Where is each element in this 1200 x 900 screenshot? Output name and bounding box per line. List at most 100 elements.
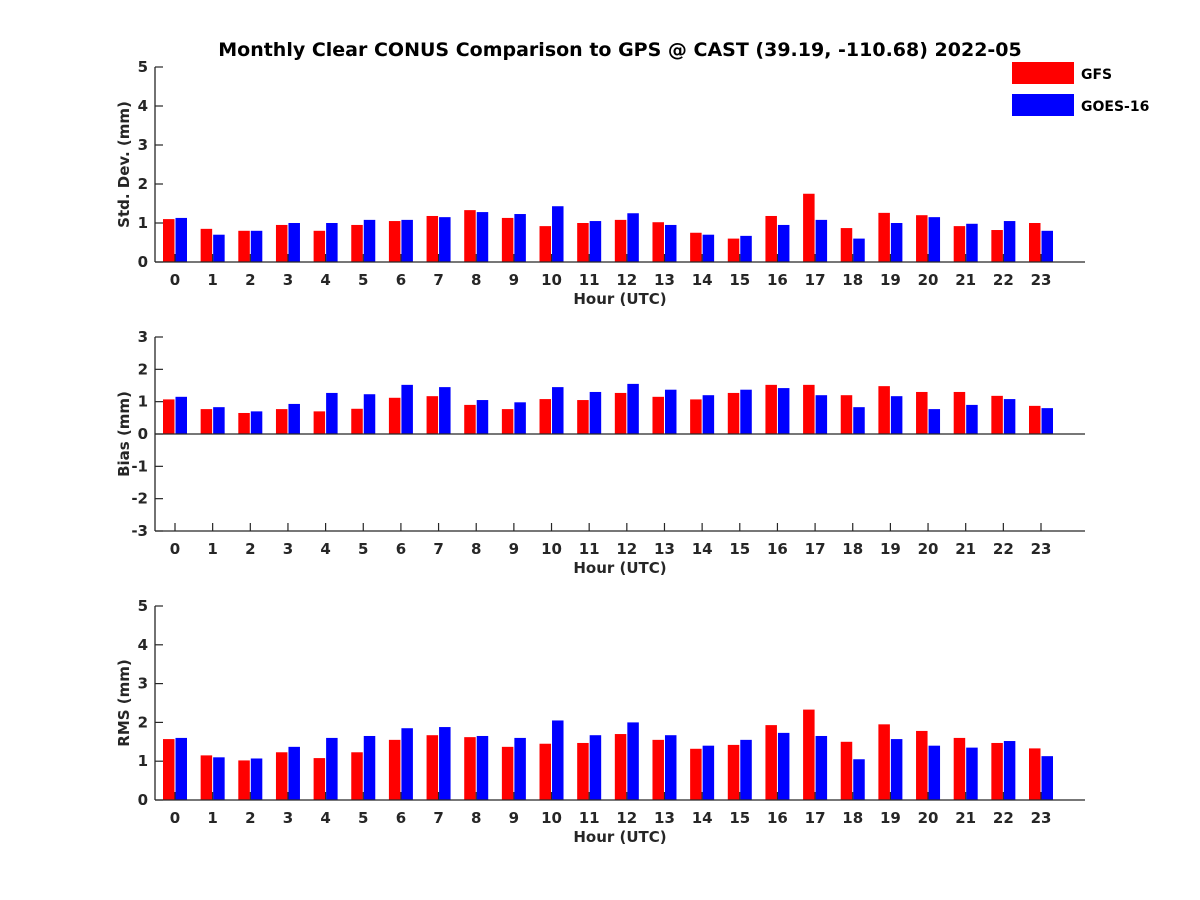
x-tick-label: 1 bbox=[207, 540, 217, 558]
bar-goes16-hour-5 bbox=[363, 219, 376, 262]
bar-goes16-hour-8 bbox=[476, 735, 489, 800]
bar-gfs-hour-12 bbox=[614, 392, 627, 434]
bar-gfs-hour-8 bbox=[464, 210, 476, 262]
x-tick-label: 5 bbox=[358, 271, 368, 289]
bar-goes16-hour-8 bbox=[476, 400, 489, 434]
bar-goes16-hour-16 bbox=[777, 732, 790, 800]
x-tick-label: 15 bbox=[729, 809, 750, 827]
legend-swatch-gfs bbox=[1012, 62, 1074, 84]
bar-gfs-hour-11 bbox=[577, 223, 589, 262]
bar-goes16-hour-13 bbox=[664, 735, 677, 800]
bar-gfs-hour-16 bbox=[765, 215, 777, 262]
x-tick-label: 20 bbox=[918, 809, 939, 827]
bar-gfs-hour-10 bbox=[539, 399, 552, 434]
y-tick-label: 1 bbox=[138, 393, 148, 411]
bar-gfs-hour-16 bbox=[765, 725, 777, 800]
bar-gfs-hour-0 bbox=[163, 219, 175, 262]
x-tick-label: 15 bbox=[729, 271, 750, 289]
bar-gfs-hour-1 bbox=[200, 755, 213, 800]
x-tick-label: 19 bbox=[880, 271, 901, 289]
bar-goes16-hour-10 bbox=[552, 720, 564, 800]
bar-goes16-hour-20 bbox=[928, 409, 941, 434]
bar-gfs-hour-19 bbox=[878, 386, 890, 434]
x-tick-label: 6 bbox=[396, 540, 406, 558]
bar-goes16-hour-18 bbox=[853, 407, 865, 434]
bar-goes16-hour-12 bbox=[627, 383, 639, 434]
bar-goes16-hour-19 bbox=[890, 739, 903, 800]
x-tick-label: 11 bbox=[579, 271, 600, 289]
x-tick-label: 2 bbox=[245, 271, 255, 289]
y-tick-label: 0 bbox=[138, 253, 148, 271]
bar-goes16-hour-3 bbox=[288, 403, 300, 434]
bar-gfs-hour-9 bbox=[501, 409, 514, 434]
bar-gfs-hour-3 bbox=[275, 409, 288, 434]
y-tick-label: 2 bbox=[138, 175, 148, 193]
x-tick-label: 0 bbox=[170, 540, 180, 558]
x-tick-label: 11 bbox=[579, 809, 600, 827]
bar-gfs-hour-22 bbox=[991, 395, 1003, 434]
bar-goes16-hour-23 bbox=[1041, 230, 1053, 262]
bar-goes16-hour-22 bbox=[1003, 741, 1016, 800]
x-tick-label: 14 bbox=[692, 809, 713, 827]
bar-goes16-hour-16 bbox=[777, 224, 790, 262]
bar-gfs-hour-1 bbox=[200, 228, 213, 262]
x-axis-label: Hour (UTC) bbox=[573, 290, 666, 308]
bar-gfs-hour-21 bbox=[953, 737, 966, 800]
bar-goes16-hour-9 bbox=[514, 737, 526, 800]
bar-goes16-hour-3 bbox=[288, 223, 300, 262]
x-tick-label: 17 bbox=[805, 809, 826, 827]
x-tick-label: 10 bbox=[541, 540, 562, 558]
bar-gfs-hour-2 bbox=[238, 760, 250, 800]
x-tick-label: 13 bbox=[654, 271, 675, 289]
bar-gfs-hour-17 bbox=[803, 384, 815, 434]
y-tick-label: 2 bbox=[138, 360, 148, 378]
x-tick-label: 22 bbox=[993, 271, 1014, 289]
bar-gfs-hour-7 bbox=[426, 215, 439, 262]
y-axis-label: Bias (mm) bbox=[115, 391, 133, 477]
x-tick-label: 23 bbox=[1031, 271, 1052, 289]
x-tick-label: 16 bbox=[767, 271, 788, 289]
bar-gfs-hour-8 bbox=[464, 404, 476, 434]
bar-goes16-hour-19 bbox=[890, 223, 903, 262]
bar-gfs-hour-0 bbox=[163, 739, 175, 800]
x-tick-label: 10 bbox=[541, 809, 562, 827]
bar-goes16-hour-4 bbox=[326, 737, 338, 800]
x-tick-label: 8 bbox=[471, 809, 481, 827]
bar-goes16-hour-18 bbox=[853, 238, 865, 262]
bar-gfs-hour-12 bbox=[614, 219, 627, 262]
x-tick-label: 16 bbox=[767, 540, 788, 558]
x-tick-label: 8 bbox=[471, 540, 481, 558]
bar-goes16-hour-4 bbox=[326, 223, 338, 262]
x-tick-label: 9 bbox=[509, 271, 519, 289]
bar-goes16-hour-6 bbox=[401, 728, 413, 800]
bar-gfs-hour-5 bbox=[351, 752, 363, 800]
bar-goes16-hour-21 bbox=[966, 404, 978, 434]
bar-gfs-hour-9 bbox=[501, 746, 514, 800]
bar-gfs-hour-20 bbox=[916, 215, 928, 262]
y-tick-label: 2 bbox=[138, 713, 148, 731]
bar-goes16-hour-4 bbox=[326, 392, 338, 434]
bar-gfs-hour-15 bbox=[727, 238, 740, 262]
x-tick-label: 23 bbox=[1031, 540, 1052, 558]
bar-gfs-hour-7 bbox=[426, 396, 439, 434]
y-axis-label: Std. Dev. (mm) bbox=[115, 101, 133, 228]
bar-gfs-hour-13 bbox=[652, 739, 664, 800]
x-tick-label: 21 bbox=[955, 540, 976, 558]
legend: GFS GOES-16 bbox=[1012, 62, 1149, 116]
x-tick-label: 19 bbox=[880, 540, 901, 558]
bar-gfs-hour-11 bbox=[577, 400, 589, 434]
x-tick-label: 5 bbox=[358, 540, 368, 558]
bar-goes16-hour-12 bbox=[627, 213, 639, 262]
x-tick-label: 12 bbox=[616, 540, 637, 558]
bar-gfs-hour-23 bbox=[1029, 223, 1041, 262]
bar-gfs-hour-17 bbox=[803, 193, 815, 262]
x-tick-label: 16 bbox=[767, 809, 788, 827]
bar-gfs-hour-5 bbox=[351, 408, 363, 434]
x-tick-label: 1 bbox=[207, 271, 217, 289]
bar-goes16-hour-17 bbox=[815, 219, 828, 262]
x-axis-label: Hour (UTC) bbox=[573, 559, 666, 577]
bar-gfs-hour-19 bbox=[878, 212, 890, 262]
x-tick-label: 12 bbox=[616, 809, 637, 827]
